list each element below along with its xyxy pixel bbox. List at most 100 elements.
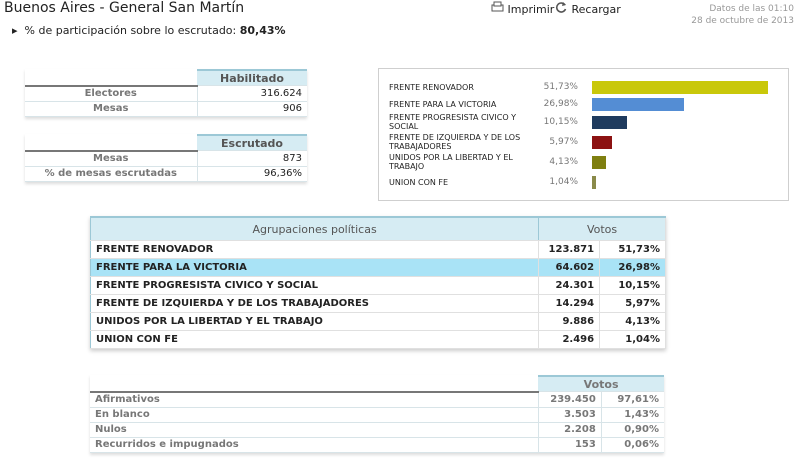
empty-cell [25, 70, 197, 87]
bar-value: 5,97% [549, 137, 578, 147]
summary-label: Nulos [90, 422, 539, 438]
empty-cell [25, 135, 197, 152]
summary-votes: 239.450 [537, 391, 602, 408]
summary-percent: 0,06% [600, 437, 664, 453]
table-header: Habilitado [197, 69, 307, 86]
info-table: Habilitado Electores 316.624 Mesas 906 [25, 69, 307, 117]
party-votes: 2.496 [538, 330, 601, 349]
summary-row: En blanco 3.503 1,43% [90, 407, 664, 423]
party-votes: 24.301 [538, 276, 601, 295]
result-row: UNION CON FE 2.496 1,04% [90, 330, 666, 349]
summary-label: Recurridos e impugnados [90, 437, 539, 453]
summary-percent: 0,90% [600, 422, 664, 438]
party-percent: 51,73% [599, 240, 666, 259]
title: Buenos Aires - General San Martín [4, 0, 245, 16]
data-time: Datos de las 01:10 [709, 4, 794, 14]
summary-row: Recurridos e impugnados 153 0,06% [90, 437, 664, 453]
party-votes: 9.886 [538, 312, 601, 331]
party-name: UNIDOS POR LA LIBERTAD Y EL TRABAJO [90, 312, 540, 331]
row-label: Mesas [25, 101, 198, 117]
bar-label: FRENTE DE IZQUIERDA Y DE LOS TRABAJADORE… [389, 133, 521, 151]
bar [592, 81, 768, 94]
row-label: % de mesas escrutadas [25, 166, 198, 182]
party-votes: 64.602 [538, 258, 601, 277]
bar-label: FRENTE PARA LA VICTORIA [389, 99, 497, 109]
party-name: UNION CON FE [90, 330, 540, 349]
table-header: Escrutado [197, 134, 307, 151]
print-label: Imprimir [507, 3, 555, 16]
summary-table: Votos Afirmativos 239.450 97,61% En blanco 3.… [90, 375, 664, 453]
bar-value: 10,15% [543, 117, 578, 127]
party-percent: 26,98% [599, 258, 666, 277]
header-party: Agrupaciones políticas [90, 216, 540, 241]
bar-value: 26,98% [543, 99, 578, 109]
bar [592, 116, 627, 129]
bar [592, 136, 613, 149]
result-row: UNIDOS POR LA LIBERTAD Y EL TRABAJO 9.886… [90, 312, 666, 331]
reload-button[interactable]: Recargar [555, 1, 621, 16]
participation-value: 80,43% [239, 24, 286, 37]
party-name: FRENTE DE IZQUIERDA Y DE LOS TRABAJADORE… [90, 294, 540, 313]
summary-header: Votos [538, 375, 664, 392]
summary-votes: 2.208 [537, 422, 602, 438]
party-percent: 4,13% [599, 312, 666, 331]
party-votes: 123.871 [538, 240, 601, 259]
party-percent: 5,97% [599, 294, 666, 313]
bar [592, 98, 684, 111]
info-table: Escrutado Mesas 873% de mesas escrutadas 96… [25, 134, 307, 182]
reload-icon [555, 2, 567, 13]
bar [592, 156, 607, 169]
print-icon [491, 1, 504, 12]
row-label: Electores [25, 85, 198, 102]
header-row: Agrupaciones políticas Votos [90, 216, 666, 241]
empty-cell [90, 376, 539, 393]
header-row: Votos [90, 375, 664, 393]
row: % de mesas escrutadas 96,36% [25, 166, 307, 182]
party-name: FRENTE PARA LA VICTORIA [90, 258, 540, 277]
participation: ▸ % de participación sobre lo escrutado:… [12, 24, 286, 37]
result-row: FRENTE PARA LA VICTORIA 64.602 26,98% [90, 258, 666, 277]
party-percent: 1,04% [599, 330, 666, 349]
bar-label: FRENTE RENOVADOR [389, 82, 474, 92]
row-value: 96,36% [197, 166, 307, 182]
summary-row: Nulos 2.208 0,90% [90, 422, 664, 438]
row: Mesas 873 [25, 150, 307, 167]
data-info: Datos de las 01:10 28 de octubre de 2013 [691, 3, 794, 27]
row-label: Mesas [25, 150, 198, 167]
row-value: 316.624 [197, 85, 307, 102]
header-row: Habilitado [25, 69, 307, 87]
bar-value: 4,13% [549, 157, 578, 167]
results-table: Agrupaciones políticas Votos FRENTE RENOVA… [90, 216, 666, 349]
bar-label: FRENTE PROGRESISTA CIVICO Y SOCIAL [389, 113, 517, 131]
result-row: FRENTE PROGRESISTA CIVICO Y SOCIAL 24.301… [90, 276, 666, 295]
header-votes: Votos [538, 216, 666, 241]
row-value: 873 [197, 150, 307, 167]
summary-votes: 3.503 [537, 407, 602, 423]
bar-label: UNIDOS POR LA LIBERTAD Y EL TRABAJO [389, 153, 513, 171]
row: Mesas 906 [25, 101, 307, 117]
summary-percent: 1,43% [600, 407, 664, 423]
participation-label: % de participación sobre lo escrutado: [24, 24, 237, 37]
party-name: FRENTE RENOVADOR [90, 240, 540, 259]
summary-votes: 153 [537, 437, 602, 453]
print-button[interactable]: Imprimir [491, 1, 554, 16]
summary-label: En blanco [90, 407, 539, 423]
result-row: FRENTE DE IZQUIERDA Y DE LOS TRABAJADORE… [90, 294, 666, 313]
header-row: Escrutado [25, 134, 307, 152]
data-date: 28 de octubre de 2013 [691, 16, 794, 26]
summary-label: Afirmativos [90, 391, 539, 408]
chart-box [378, 68, 789, 201]
row-value: 906 [197, 101, 307, 117]
party-name: FRENTE PROGRESISTA CIVICO Y SOCIAL [90, 276, 540, 295]
bar-label: UNION CON FE [389, 177, 449, 187]
bar-value: 1,04% [549, 177, 578, 187]
result-row: FRENTE RENOVADOR 123.871 51,73% [90, 240, 666, 259]
reload-label: Recargar [571, 3, 621, 16]
party-percent: 10,15% [599, 276, 666, 295]
summary-percent: 97,61% [600, 391, 664, 408]
summary-row: Afirmativos 239.450 97,61% [90, 391, 664, 408]
party-votes: 14.294 [538, 294, 601, 313]
bar [592, 176, 596, 189]
row: Electores 316.624 [25, 85, 307, 102]
